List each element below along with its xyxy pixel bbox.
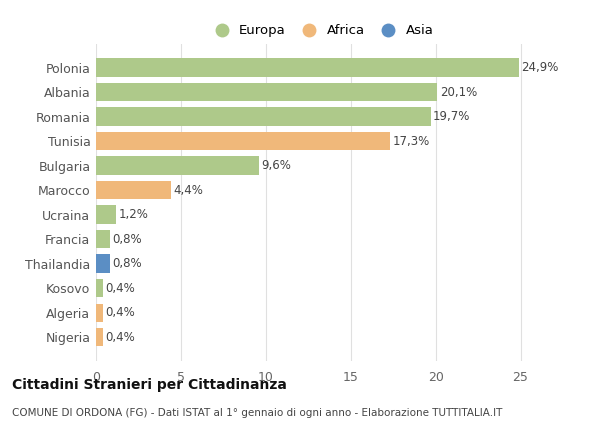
Bar [96,205,116,224]
Bar [96,59,519,77]
Text: 0,4%: 0,4% [106,306,135,319]
Text: 19,7%: 19,7% [433,110,470,123]
Text: 17,3%: 17,3% [392,135,430,148]
Text: 24,9%: 24,9% [521,61,559,74]
Text: 0,4%: 0,4% [106,331,135,344]
Text: 1,2%: 1,2% [119,208,149,221]
Text: 4,4%: 4,4% [173,183,203,197]
Text: 0,8%: 0,8% [112,257,142,270]
Text: 0,8%: 0,8% [112,233,142,246]
Bar [96,132,390,150]
Text: COMUNE DI ORDONA (FG) - Dati ISTAT al 1° gennaio di ogni anno - Elaborazione TUT: COMUNE DI ORDONA (FG) - Dati ISTAT al 1°… [12,408,502,418]
Bar [96,181,171,199]
Bar [96,304,103,322]
Bar [96,230,110,248]
Legend: Europa, Africa, Asia: Europa, Africa, Asia [203,19,439,43]
Bar [96,279,103,297]
Text: 20,1%: 20,1% [440,86,477,99]
Bar [96,254,110,273]
Bar [96,107,431,126]
Text: Cittadini Stranieri per Cittadinanza: Cittadini Stranieri per Cittadinanza [12,378,287,392]
Text: 9,6%: 9,6% [262,159,292,172]
Text: 0,4%: 0,4% [106,282,135,295]
Bar [96,157,259,175]
Bar [96,83,437,101]
Bar [96,328,103,346]
